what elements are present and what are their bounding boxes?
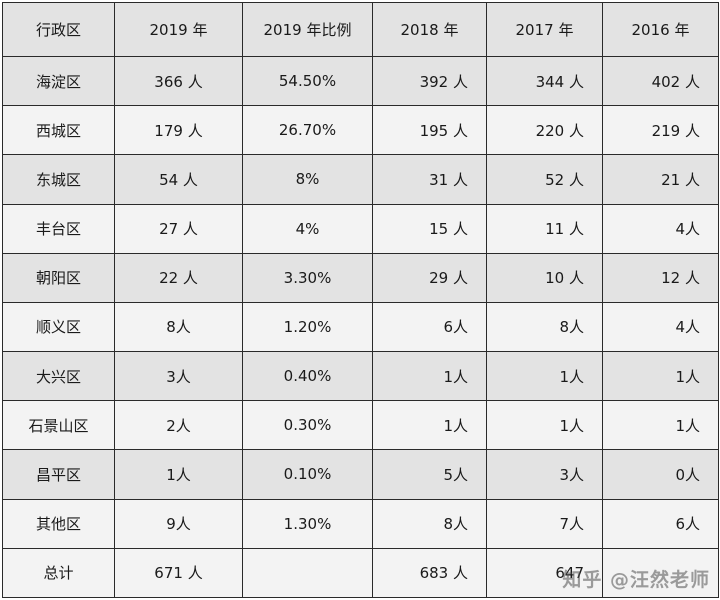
table-row: 大兴区 3人 0.40% 1人 1人 1人	[2, 351, 719, 402]
count-2017: 10 人	[486, 252, 603, 303]
table-row: 朝阳区 22 人 3.30% 29 人 10 人 12 人	[2, 252, 719, 303]
header-district: 行政区	[2, 2, 115, 57]
table-row: 其他区 9人 1.30% 8人 7人 6人	[2, 498, 719, 549]
ratio-2019: 0.40%	[242, 351, 373, 402]
header-2019: 2019 年	[114, 2, 243, 57]
count-2018: 5人	[372, 449, 487, 500]
count-2016: 4人	[602, 301, 719, 353]
district-name: 顺义区	[2, 301, 115, 353]
header-2016: 2016 年	[602, 2, 719, 57]
count-2017: 1人	[486, 351, 603, 402]
count-2018: 6人	[372, 301, 487, 353]
count-2016: 402 人	[602, 55, 719, 107]
table-row: 昌平区 1人 0.10% 5人 3人 0人	[2, 449, 719, 500]
ratio-2019: 8%	[242, 154, 373, 205]
ratio-2019: 0.30%	[242, 400, 373, 451]
table-row: 丰台区 27 人 4% 15 人 11 人 4人	[2, 203, 719, 254]
count-2016: 219 人	[602, 105, 719, 156]
total-row: 总计 671 人 683 人 647	[2, 547, 719, 599]
count-2017: 1人	[486, 400, 603, 451]
count-2018: 8人	[372, 498, 487, 549]
ratio-2019: 3.30%	[242, 252, 373, 303]
count-2016: 4人	[602, 203, 719, 254]
district-name: 海淀区	[2, 55, 115, 107]
total-2018: 683 人	[372, 547, 487, 599]
count-2019: 27 人	[114, 203, 243, 254]
count-2019: 8人	[114, 301, 243, 353]
ratio-2019: 26.70%	[242, 105, 373, 156]
total-2019: 671 人	[114, 547, 243, 599]
ratio-2019: 1.30%	[242, 498, 373, 549]
count-2017: 3人	[486, 449, 603, 500]
count-2018: 195 人	[372, 105, 487, 156]
count-2016: 21 人	[602, 154, 719, 205]
count-2017: 7人	[486, 498, 603, 549]
count-2017: 220 人	[486, 105, 603, 156]
total-ratio-2019	[242, 547, 373, 599]
count-2016: 6人	[602, 498, 719, 549]
count-2018: 29 人	[372, 252, 487, 303]
total-label: 总计	[2, 547, 115, 599]
header-row: 行政区 2019 年 2019 年比例 2018 年 2017 年 2016 年	[2, 2, 719, 57]
count-2018: 31 人	[372, 154, 487, 205]
table-row: 海淀区 366 人 54.50% 392 人 344 人 402 人	[2, 55, 719, 107]
district-name: 丰台区	[2, 203, 115, 254]
count-2019: 1人	[114, 449, 243, 500]
count-2016: 12 人	[602, 252, 719, 303]
district-name: 昌平区	[2, 449, 115, 500]
ratio-2019: 4%	[242, 203, 373, 254]
count-2018: 1人	[372, 400, 487, 451]
count-2019: 3人	[114, 351, 243, 402]
header-2018: 2018 年	[372, 2, 487, 57]
count-2018: 1人	[372, 351, 487, 402]
count-2019: 9人	[114, 498, 243, 549]
count-2019: 366 人	[114, 55, 243, 107]
count-2017: 11 人	[486, 203, 603, 254]
count-2016: 0人	[602, 449, 719, 500]
table-row: 顺义区 8人 1.20% 6人 8人 4人	[2, 301, 719, 353]
count-2016: 1人	[602, 351, 719, 402]
district-name: 其他区	[2, 498, 115, 549]
table-row: 东城区 54 人 8% 31 人 52 人 21 人	[2, 154, 719, 205]
count-2017: 8人	[486, 301, 603, 353]
district-name: 东城区	[2, 154, 115, 205]
district-name: 大兴区	[2, 351, 115, 402]
count-2018: 392 人	[372, 55, 487, 107]
count-2019: 22 人	[114, 252, 243, 303]
district-name: 西城区	[2, 105, 115, 156]
count-2019: 179 人	[114, 105, 243, 156]
ratio-2019: 0.10%	[242, 449, 373, 500]
header-2019-ratio: 2019 年比例	[242, 2, 373, 57]
district-name: 朝阳区	[2, 252, 115, 303]
count-2016: 1人	[602, 400, 719, 451]
count-2019: 54 人	[114, 154, 243, 205]
district-name: 石景山区	[2, 400, 115, 451]
total-2016	[602, 547, 719, 599]
count-2018: 15 人	[372, 203, 487, 254]
header-2017: 2017 年	[486, 2, 603, 57]
total-2017: 647	[486, 547, 603, 599]
ratio-2019: 54.50%	[242, 55, 373, 107]
ratio-2019: 1.20%	[242, 301, 373, 353]
count-2017: 52 人	[486, 154, 603, 205]
count-2019: 2人	[114, 400, 243, 451]
table-row: 西城区 179 人 26.70% 195 人 220 人 219 人	[2, 105, 719, 156]
count-2017: 344 人	[486, 55, 603, 107]
table-row: 石景山区 2人 0.30% 1人 1人 1人	[2, 400, 719, 451]
